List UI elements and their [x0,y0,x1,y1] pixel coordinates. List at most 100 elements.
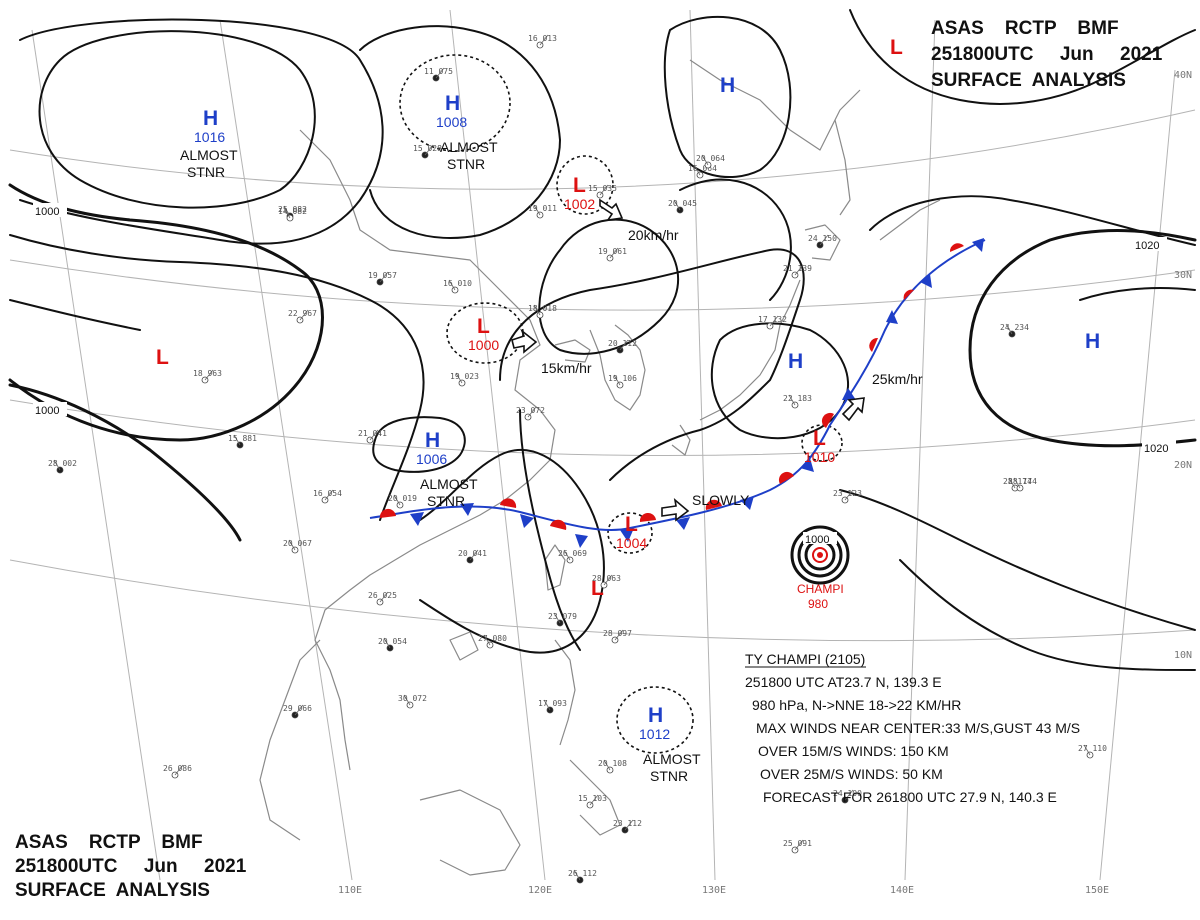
isobar-label-e1020b: 1020 [1144,443,1168,455]
system-letter: L [625,513,638,536]
station-wind-barb [543,699,551,711]
lon-label-140e: 140E [890,885,914,896]
pressure-system-high: H [788,350,803,373]
station-code: 26 069 [558,549,587,558]
typhoon-name: CHAMPI [797,582,844,596]
parallel-10n [9,559,1196,642]
station-code: 16 054 [313,489,342,498]
system-pressure: 1010 [804,449,835,465]
station-code: 20 067 [283,539,312,548]
station-plot: 20 108 [598,759,627,774]
station-code: 20 064 [696,154,725,163]
coast-japan-hokkaido [804,224,841,261]
meridian-110e [219,19,353,881]
pressure-system-low: L [890,36,903,59]
station-wind-barb [589,794,599,806]
system-note: STNR [427,493,465,509]
coast-luzon [554,639,576,746]
station-wind-barb [673,199,681,211]
meridian-140e [904,19,936,881]
motion-arrow-l1 [599,198,624,222]
station-wind-barb [599,184,609,196]
isobar-ring-n [359,25,562,239]
motion-label-l4: 25km/hr [872,371,923,387]
station-plot: 20 019 [388,494,417,509]
station-code: 26 086 [163,764,192,773]
isobar-ne-outer [849,9,1196,105]
station-wind-barb [288,539,296,551]
station-plot: 14 082 [278,207,307,222]
station-wind-barb [393,494,401,506]
front-line [369,239,986,531]
system-letter: H [720,74,735,97]
station-code: 16 064 [688,164,717,173]
isobar-e-4 [839,489,1196,631]
stationary-front [369,238,986,548]
station-plot: 26 086 [163,764,192,779]
dashed-circle-h2 [399,54,511,152]
station-plot: 23 072 [516,406,545,421]
station-wind-barb [435,67,445,79]
station-code: 26 025 [368,591,397,600]
station-code: 23 072 [516,406,545,415]
station-plot: 20 112 [608,339,637,354]
coast-russia-east [689,59,861,151]
station-plot: 27 110 [1078,744,1107,759]
station-plot: 30 072 [398,694,427,709]
typhoon-info-line-5: OVER 15M/S WINDS: 150 KM [758,743,949,759]
station-code: 24 234 [1000,323,1029,332]
station-code: 28 174 [1008,477,1037,486]
station-wind-barb [1013,477,1021,489]
station-plot: 26 069 [558,549,587,564]
meridian-120e [449,9,546,881]
station-plot: 29 066 [283,704,312,719]
station-wind-barb [794,264,804,276]
station-wind-barb [533,304,541,316]
station-wind-barb [794,839,804,851]
system-pressure: 1012 [639,726,670,742]
parallel-40n [9,109,1196,190]
station-code: 17 093 [538,699,567,708]
station-plot: 22 967 [288,309,317,324]
station-plot: 25 091 [783,839,812,854]
system-pressure: 1016 [194,129,225,145]
station-wind-barb [403,694,411,706]
header-bottom-line-2: 251800UTC Jun 2021 [15,856,247,877]
system-pressure: 1008 [436,114,467,130]
station-wind-barb [283,207,291,219]
isobar-1000-west-b [8,383,242,542]
station-wind-barb [844,789,854,801]
station-plots: 25 082 16 013 14 082 19 057 16 010 22 967 28 0… [48,34,1107,884]
station-plot: 28 063 [592,574,621,589]
station-wind-barb [619,339,629,351]
station-wind-barb [769,315,779,327]
isobars [8,9,1197,671]
isobar-label-w1000: 1000 [35,206,59,218]
system-letter: L [156,346,169,369]
station-plot: 27 080 [478,634,507,649]
station-code: 15 028 [413,144,442,153]
station-code: 24 100 [833,789,862,798]
station-plot: 17 093 [538,699,567,714]
station-plot: 11 075 [424,67,453,82]
station-plot: 15 028 [413,144,442,159]
station-code: 23 123 [833,489,862,498]
motion-arrow-l4 [841,397,865,422]
station-code: 11 075 [424,67,453,76]
isobar-e-5 [899,559,1196,671]
motion-arrow-l3 [661,497,690,522]
station-code: 21 041 [358,429,387,438]
graticule [9,9,1196,881]
station-wind-barb [383,637,391,649]
system-pressure: 1004 [616,535,647,551]
station-plot: 28 002 [48,459,77,474]
dashed-circle-l3 [607,512,653,554]
isobar-south [419,449,605,654]
isobar-ring-ne [663,15,792,178]
station-plot: 24 234 [1000,323,1029,338]
station-code: 23 112 [613,819,642,828]
station-wind-barb [469,549,479,561]
